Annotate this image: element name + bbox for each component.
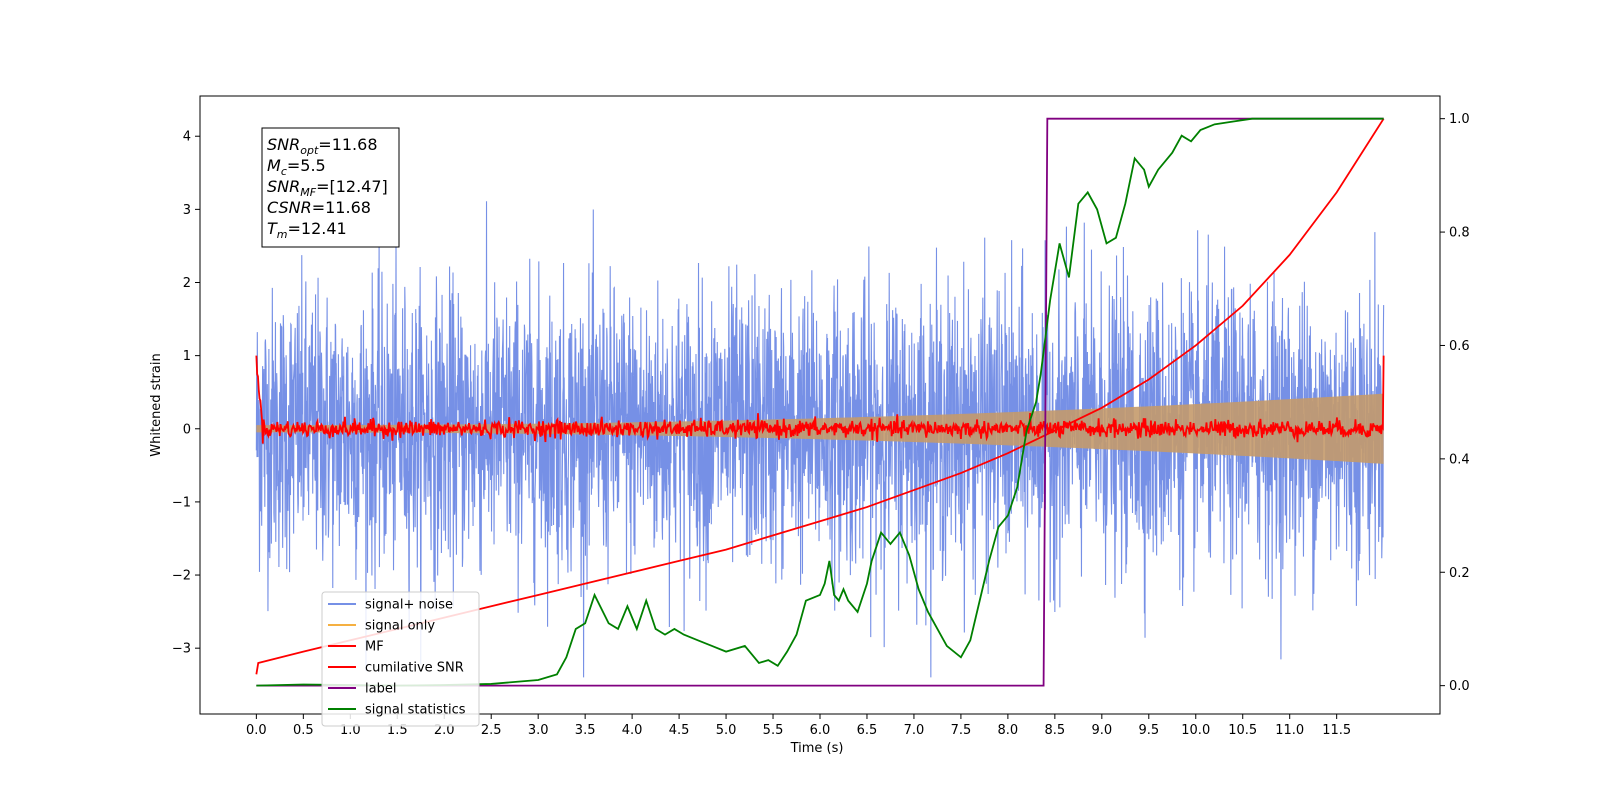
x-tick-label: 6.5: [857, 723, 878, 738]
annotation-subscript: c: [281, 165, 287, 178]
annotation-subscript: opt: [300, 144, 319, 157]
series-mf: [255, 355, 1385, 444]
y2-tick-label: 0.2: [1449, 566, 1470, 581]
annotation-subscript: MF: [300, 186, 316, 199]
y-tick-label: −1: [172, 495, 191, 510]
x-tick-label: 4.0: [622, 723, 643, 738]
x-tick-label: 4.5: [669, 723, 690, 738]
y-tick-label: 3: [183, 203, 191, 218]
y-tick-label: 2: [183, 276, 191, 291]
legend-label: label: [365, 682, 396, 697]
x-tick-label: 9.5: [1138, 723, 1159, 738]
series-label: [256, 117, 1384, 687]
x-tick-label: 11.5: [1322, 723, 1351, 738]
y-tick-label: 1: [183, 349, 191, 364]
annotation-value: =11.68: [312, 198, 371, 217]
y-axis-left: −3 −2 −1 0 1 2 3 4: [172, 130, 200, 657]
legend-label: signal+ noise: [365, 598, 453, 613]
annotation-symbol: SNR: [267, 177, 300, 196]
annotation-line: SNRopt=11.68: [267, 135, 378, 157]
series-signal-only: [256, 393, 1384, 464]
annotation-symbol: M: [267, 156, 281, 175]
x-tick-label: 10.5: [1228, 723, 1257, 738]
x-tick-label: 1.5: [387, 723, 408, 738]
legend-label: signal only: [365, 619, 435, 634]
y-tick-label: 0: [183, 422, 191, 437]
x-tick-label: 11.0: [1275, 723, 1304, 738]
y2-tick-label: 1.0: [1449, 112, 1470, 127]
annotation-symbol: T: [267, 219, 278, 238]
legend-label: cumilative SNR: [365, 661, 464, 676]
annotation-line: SNRMF=[12.47]: [267, 177, 388, 199]
x-tick-label: 9.0: [1091, 723, 1112, 738]
x-tick-label: 7.5: [951, 723, 972, 738]
x-axis-label: Time (s): [790, 741, 844, 756]
x-tick-label: 0.0: [246, 723, 267, 738]
x-tick-label: 3.0: [528, 723, 549, 738]
y2-tick-label: 0.8: [1449, 226, 1470, 241]
x-tick-label: 2.5: [481, 723, 502, 738]
annotation-value: =11.68: [318, 135, 377, 154]
y2-tick-label: 0.4: [1449, 452, 1470, 467]
series-signal-statistics: [256, 117, 1384, 687]
x-tick-label: 5.0: [716, 723, 737, 738]
annotation-value: =[12.47]: [316, 177, 388, 196]
y-tick-label: −2: [172, 569, 191, 584]
annotation-line: CSNR=11.68: [267, 198, 371, 217]
x-tick-label: 5.5: [763, 723, 784, 738]
x-tick-label: 8.5: [1045, 723, 1066, 738]
legend-label: MF: [365, 640, 384, 655]
x-tick-label: 2.0: [434, 723, 455, 738]
y-tick-label: 4: [183, 130, 191, 145]
annotation-symbol: SNR: [267, 135, 300, 154]
annotation-frame: [261, 127, 400, 248]
y-axis-right: 0.0 0.2 0.4 0.6 0.8 1.0: [1440, 112, 1470, 694]
annotation-subscript: m: [277, 228, 288, 241]
legend-frame: [321, 591, 480, 727]
annotation-value: =5.5: [287, 156, 326, 175]
legend: signal+ noise signal only MF cumilative SNR…: [321, 591, 480, 727]
annotation-value: =12.41: [288, 219, 347, 238]
y-axis-label: Whitened strain: [149, 353, 164, 456]
annotation-line: Tm=12.41: [267, 219, 347, 241]
annotation-box: SNRopt=11.68Mc=5.5SNRMF=[12.47]CSNR=11.6…: [261, 127, 400, 248]
annotation-line: Mc=5.5: [267, 156, 326, 178]
y2-tick-label: 0.6: [1449, 339, 1470, 354]
legend-label: signal statistics: [365, 703, 466, 718]
x-tick-label: 7.0: [904, 723, 925, 738]
y2-tick-label: 0.0: [1449, 679, 1470, 694]
x-tick-label: 3.5: [575, 723, 596, 738]
x-tick-label: 0.5: [293, 723, 314, 738]
x-tick-label: 10.0: [1181, 723, 1210, 738]
x-tick-label: 8.0: [998, 723, 1019, 738]
series-signal-noise: [255, 201, 1385, 678]
x-axis: 0.0 0.5 1.0 1.5 2.0 2.5 3.0 3.5 4.0 4.5 5.0 5.5 6.0 6…: [246, 714, 1351, 738]
x-tick-label: 6.0: [810, 723, 831, 738]
annotation-symbol: CSNR: [267, 198, 312, 217]
y-tick-label: −3: [172, 642, 191, 657]
x-tick-label: 1.0: [340, 723, 361, 738]
